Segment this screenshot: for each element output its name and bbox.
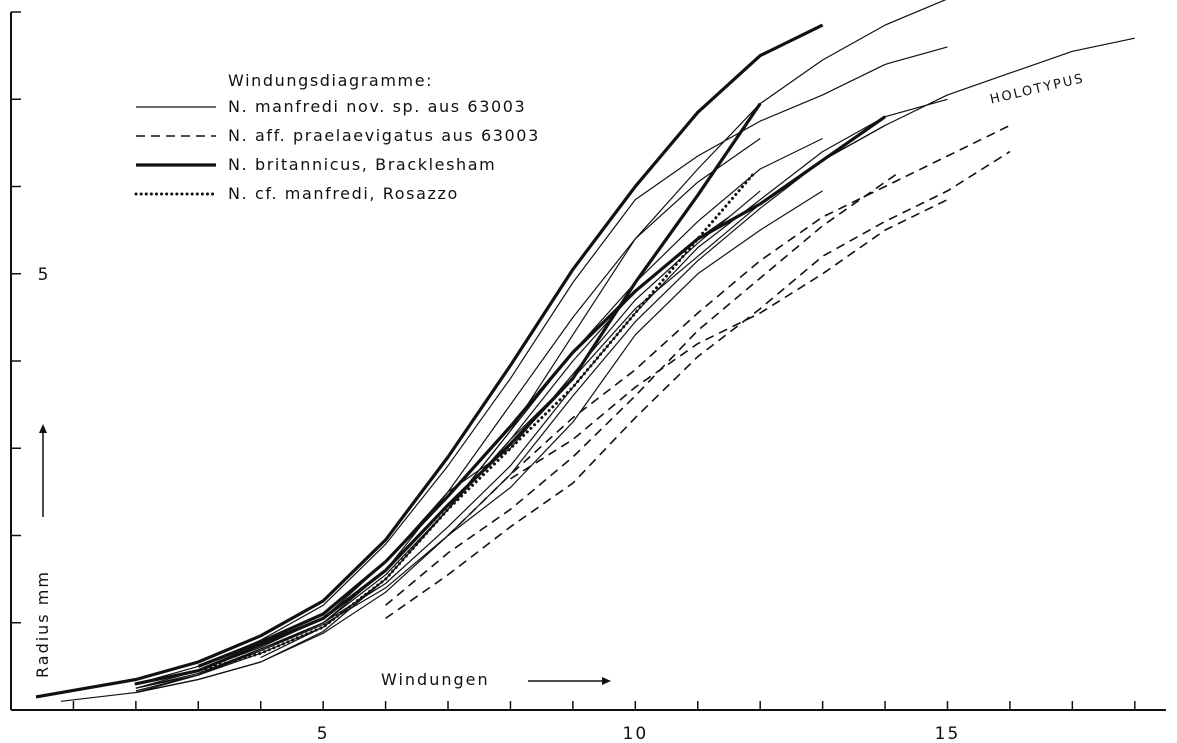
- legend: Windungsdiagramme: N. manfredi nov. sp. …: [134, 71, 540, 203]
- legend-label-dotted: N. cf. manfredi, Rosazzo: [228, 184, 459, 203]
- series-line-dashed-11: [385, 150, 1011, 620]
- series-line-thick-17: [197, 115, 887, 668]
- series-line-thick-15: [35, 23, 824, 699]
- y-axis-arrow-head: [39, 424, 47, 433]
- series-line-thin-2: [135, 46, 948, 685]
- series-line-thin-5: [135, 138, 761, 689]
- x-tick-label: 15: [935, 724, 961, 743]
- series-line-dashed-12: [385, 172, 898, 606]
- y-tick-label: 5: [38, 265, 51, 285]
- series-line-dotted-18: [134, 171, 756, 686]
- holotypus-annotation: HOLOTYPUS: [989, 71, 1086, 107]
- axes: 5 10 15 5: [10, 11, 1166, 743]
- legend-label-thin: N. manfredi nov. sp. aus 63003: [228, 97, 526, 116]
- series-line-thick-16: [135, 102, 762, 686]
- legend-label-thick: N. britannicus, Bracklesham: [228, 155, 496, 174]
- series-line-thin-10: [135, 190, 823, 694]
- x-axis-arrow-head: [602, 677, 611, 685]
- y-axis-label-group: Radius mm: [33, 424, 52, 678]
- x-tick-label: 5: [317, 724, 330, 743]
- series-line-dashed-14: [510, 198, 948, 480]
- series-line-thin-8: [198, 124, 886, 674]
- x-tick-label: 10: [623, 724, 649, 743]
- y-axis-label: Radius mm: [33, 570, 52, 678]
- series-line-thin-6: [135, 137, 823, 694]
- legend-entries: N. manfredi nov. sp. aus 63003 N. aff. pr…: [134, 97, 540, 203]
- series-line-dashed-13: [447, 124, 1011, 537]
- tick-marks: [11, 11, 1136, 710]
- x-axis-label: Windungen: [381, 670, 490, 689]
- tick-labels: 5 10 15 5: [38, 265, 961, 743]
- x-axis-label-group: Windungen: [381, 670, 611, 689]
- legend-label-dashed: N. aff. praelaevigatus aus 63003: [228, 126, 540, 145]
- legend-title: Windungsdiagramme:: [228, 71, 433, 90]
- series-layer: [35, 0, 1135, 702]
